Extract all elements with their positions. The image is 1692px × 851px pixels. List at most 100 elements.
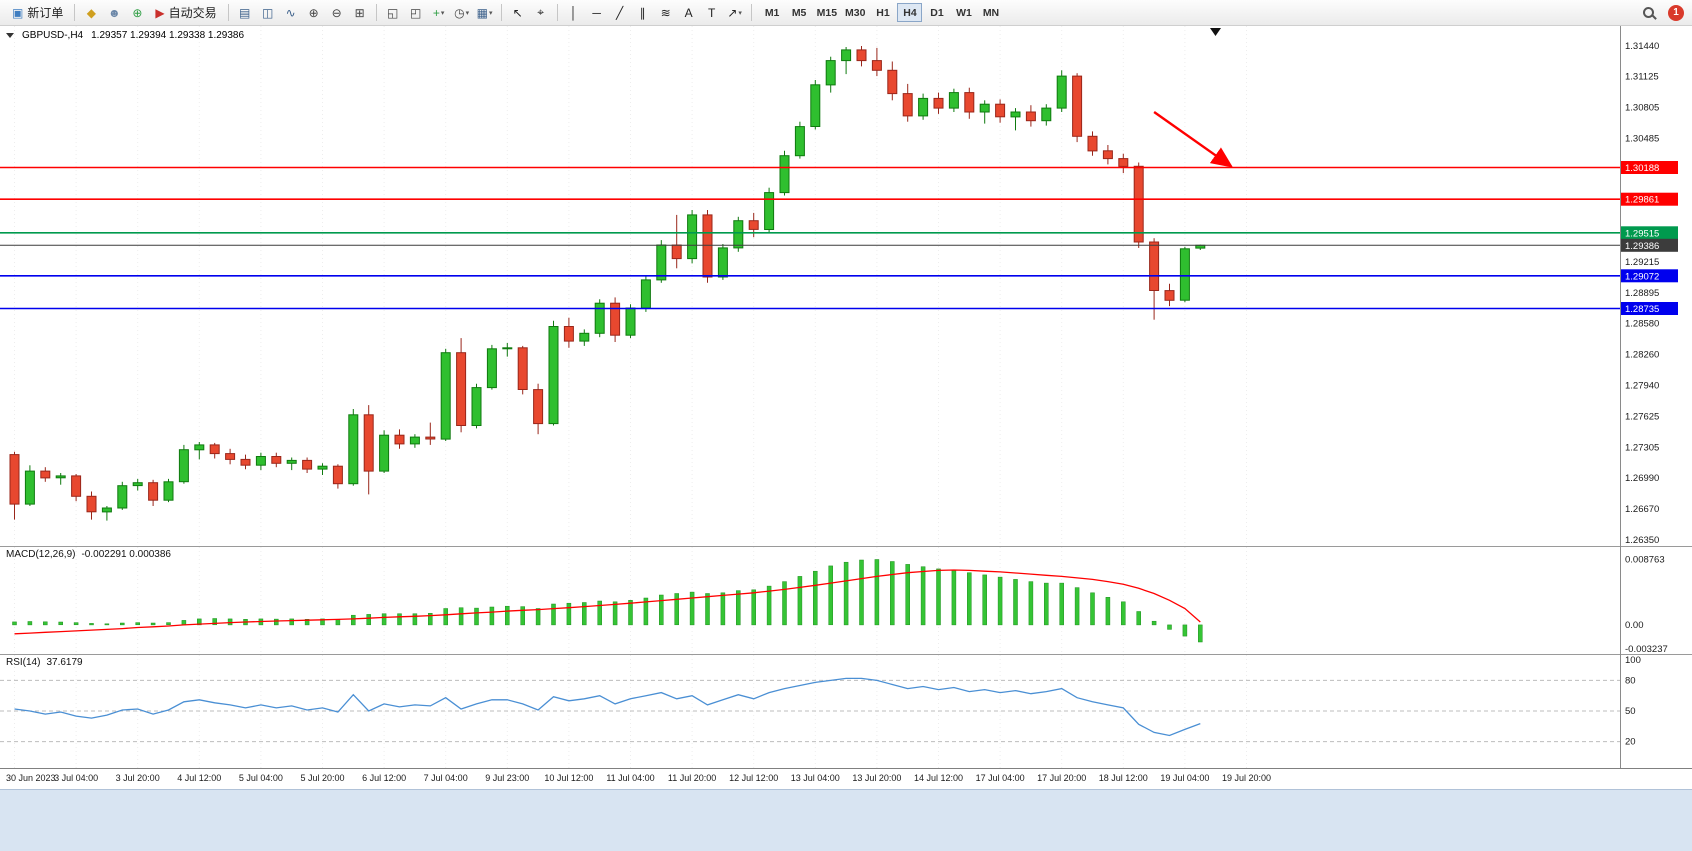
candle-body — [332, 465, 343, 485]
periods-icon[interactable]: ◷ ▾ — [451, 3, 473, 23]
macd-histogram-bar — [1074, 587, 1080, 626]
annotation-arrow[interactable] — [1153, 111, 1234, 168]
price-axis-tick: 1.27625 — [1625, 411, 1659, 422]
candle-body — [132, 482, 143, 487]
toolbar-separator — [375, 4, 377, 21]
crosshair-icon[interactable]: ⌖ — [530, 3, 552, 23]
indicators-icon[interactable]: + ▾ — [428, 3, 450, 23]
macd-histogram-bar — [320, 618, 325, 626]
candle-body — [533, 389, 544, 425]
candle-body — [825, 60, 836, 86]
bar-chart-icon[interactable]: ▤ — [234, 3, 256, 23]
candle-body — [625, 307, 636, 336]
time-axis-label: 14 Jul 12:00 — [913, 773, 964, 783]
rsi-panel-label: RSI(14) 37.6179 — [6, 657, 83, 668]
candle-body — [640, 279, 651, 309]
timeframe-button-m30[interactable]: M30 — [845, 6, 866, 19]
cursor-icon[interactable]: ↖ — [507, 3, 529, 23]
candle-body — [194, 444, 205, 451]
vertical-line-icon-glyph: │ — [569, 5, 578, 20]
zoom-out-icon[interactable]: ⊖ — [326, 3, 348, 23]
timeframe-button-h4[interactable]: H4 — [897, 3, 923, 22]
templates-icon[interactable]: ▦ ▾ — [474, 3, 496, 23]
macd-histogram-bar — [1121, 601, 1126, 626]
zoom-out-icon-glyph: ⊖ — [331, 5, 342, 20]
candlestick-chart-icon[interactable]: ◫ — [257, 3, 279, 23]
crosshair-icon-glyph: ⌖ — [537, 5, 544, 19]
macd-histogram-bar — [551, 603, 556, 626]
search-icon[interactable] — [1643, 7, 1654, 18]
candle-body — [995, 103, 1006, 118]
profiles-icon-glyph: ☻ — [108, 5, 121, 20]
new-order-button[interactable]: ▣ 新订单 — [6, 3, 69, 23]
candle-body — [1041, 107, 1052, 122]
channel-icon[interactable]: ∥ — [632, 3, 654, 23]
vertical-line-icon[interactable]: │ — [563, 3, 585, 23]
arrange-windows-icon[interactable]: ◱ — [382, 3, 404, 23]
candle-body — [271, 456, 282, 464]
price-axis-tick: 1.30485 — [1625, 134, 1659, 145]
indicators-icon-glyph: + — [432, 5, 440, 20]
time-axis-label: 10 Jul 12:00 — [544, 773, 594, 783]
time-axis-label: 4 Jul 12:00 — [177, 773, 222, 783]
cascade-windows-icon-glyph: ◰ — [409, 5, 422, 20]
candle-body — [871, 60, 882, 71]
time-axis-label: 18 Jul 12:00 — [1098, 773, 1148, 783]
candle-body — [933, 97, 944, 109]
macd-histogram-bar — [813, 570, 818, 626]
timeframe-button-mn[interactable]: MN — [982, 6, 1000, 19]
candle-body — [687, 214, 698, 260]
macd-panel-canvas[interactable]: 0.008763 0.00 -0.003237 — [0, 546, 1692, 654]
fibonacci-icon[interactable]: ≋ — [655, 3, 677, 23]
cascade-windows-icon[interactable]: ◰ — [405, 3, 427, 23]
price-axis-tick: 1.30805 — [1625, 103, 1659, 114]
arrows-shapes-icon[interactable]: ↗ ▾ — [724, 3, 746, 23]
text-icon[interactable]: A — [678, 3, 700, 23]
macd-histogram-bar — [535, 608, 541, 626]
trendline-icon[interactable]: ╱ — [609, 3, 631, 23]
price-axis-tick: 1.31440 — [1625, 41, 1659, 52]
timeframe-button-m1[interactable]: M1 — [764, 6, 780, 19]
time-axis-label: 13 Jul 20:00 — [852, 773, 902, 783]
time-axis[interactable]: 30 Jun 2023 3 Jul 04:00 3 Jul 20:00 4 Jul 1… — [0, 768, 1692, 789]
candle-body — [656, 244, 667, 281]
rsi-axis-tick: 80 — [1625, 675, 1636, 686]
horizontal-line-icon[interactable]: ─ — [586, 3, 608, 23]
price-axis-tick: 1.26670 — [1625, 504, 1659, 515]
zoom-in-icon[interactable]: ⊕ — [303, 3, 325, 23]
community-icon[interactable]: ⊕ — [126, 3, 148, 23]
quotes-icon[interactable]: ◆ — [80, 3, 102, 23]
candle-body — [24, 470, 35, 505]
profiles-icon[interactable]: ☻ — [103, 3, 125, 23]
timeframe-button-m15[interactable]: M15 — [816, 6, 838, 19]
macd-histogram-bar — [27, 621, 33, 626]
auto-trading-button[interactable]: ▶ 自动交易 — [149, 3, 222, 23]
candle-body — [717, 247, 728, 278]
timeframe-button-w1[interactable]: W1 — [956, 6, 972, 19]
price-chart-canvas[interactable]: 1.31440 1.31125 1.30805 1.30485 1.29215 1.288… — [0, 26, 1692, 546]
symbol-dropdown-icon[interactable] — [6, 33, 14, 38]
price-axis-tick: 1.27940 — [1625, 381, 1659, 392]
timeframe-button-m5[interactable]: M5 — [791, 6, 807, 19]
notification-badge[interactable]: 1 — [1668, 4, 1684, 21]
macd-histogram-bar — [520, 606, 525, 626]
candle-body — [748, 220, 759, 230]
timeframe-button-d1[interactable]: D1 — [930, 6, 944, 19]
time-axis-label: 11 Jul 04:00 — [606, 773, 655, 783]
macd-histogram-bar — [797, 576, 803, 626]
macd-histogram-bar — [843, 561, 849, 626]
rsi-panel-canvas[interactable]: 100 80 50 20 — [0, 654, 1692, 768]
macd-histogram-bar — [212, 618, 217, 626]
text-label-icon[interactable]: T — [701, 3, 723, 23]
macd-histogram-bar — [874, 559, 880, 626]
candle-body — [548, 326, 559, 425]
timeframe-button-h1[interactable]: H1 — [876, 6, 890, 19]
candle-body — [225, 453, 236, 460]
candle-body — [856, 49, 867, 62]
dropdown-caret-icon: ▾ — [489, 9, 493, 17]
line-chart-icon[interactable]: ∿ — [280, 3, 302, 23]
macd-histogram-bar — [351, 614, 356, 626]
tile-windows-icon[interactable]: ⊞ — [349, 3, 371, 23]
dropdown-caret-icon: ▾ — [440, 9, 445, 17]
price-axis-tick: 1.31125 — [1625, 72, 1659, 83]
